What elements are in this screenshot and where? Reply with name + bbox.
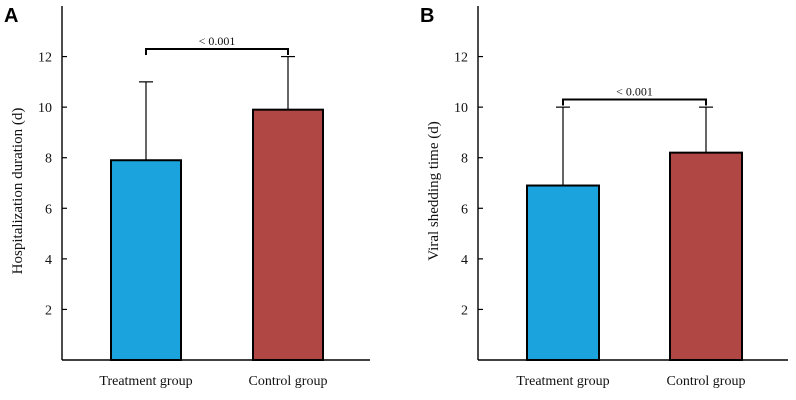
significance-bracket <box>562 98 707 106</box>
significance-label: < 0.001 <box>199 34 236 48</box>
y-tick-label: 10 <box>38 101 52 116</box>
bar-control <box>669 151 743 361</box>
y-tick-label: 2 <box>45 303 52 318</box>
bar-treatment <box>110 159 182 361</box>
category-label: Control group <box>667 374 746 389</box>
y-tick-label: 4 <box>461 253 468 268</box>
y-tick-label: 12 <box>454 51 468 66</box>
category-label: Control group <box>249 374 328 389</box>
y-tick-label: 6 <box>461 202 468 217</box>
chart-panel-b: B 2 4 6 8 10 12 Viral shedding time (d) Treatmen… <box>420 5 788 389</box>
y-axis-title: Viral shedding time (d) <box>426 121 442 260</box>
bar-treatment <box>526 184 600 361</box>
category-label: Treatment group <box>516 374 609 389</box>
y-tick-label: 12 <box>38 51 52 66</box>
category-label: Treatment group <box>99 374 192 389</box>
panel-letter: A <box>4 5 18 27</box>
y-tick-label: 4 <box>45 253 52 268</box>
y-tick-label: 10 <box>454 101 468 116</box>
bar-control <box>252 108 324 361</box>
significance-bracket <box>145 47 289 55</box>
significance-label: < 0.001 <box>616 85 653 99</box>
y-tick-label: 2 <box>461 303 468 318</box>
y-tick-label: 6 <box>45 202 52 217</box>
y-tick-label: 8 <box>461 152 468 167</box>
y-tick-label: 8 <box>45 152 52 167</box>
y-axis-title: Hospitalization duration (d) <box>10 108 26 275</box>
panel-letter: B <box>420 5 434 27</box>
chart-panel-a: A 2 4 6 8 10 12 Hospitalization duration (d) Tre… <box>4 5 370 389</box>
